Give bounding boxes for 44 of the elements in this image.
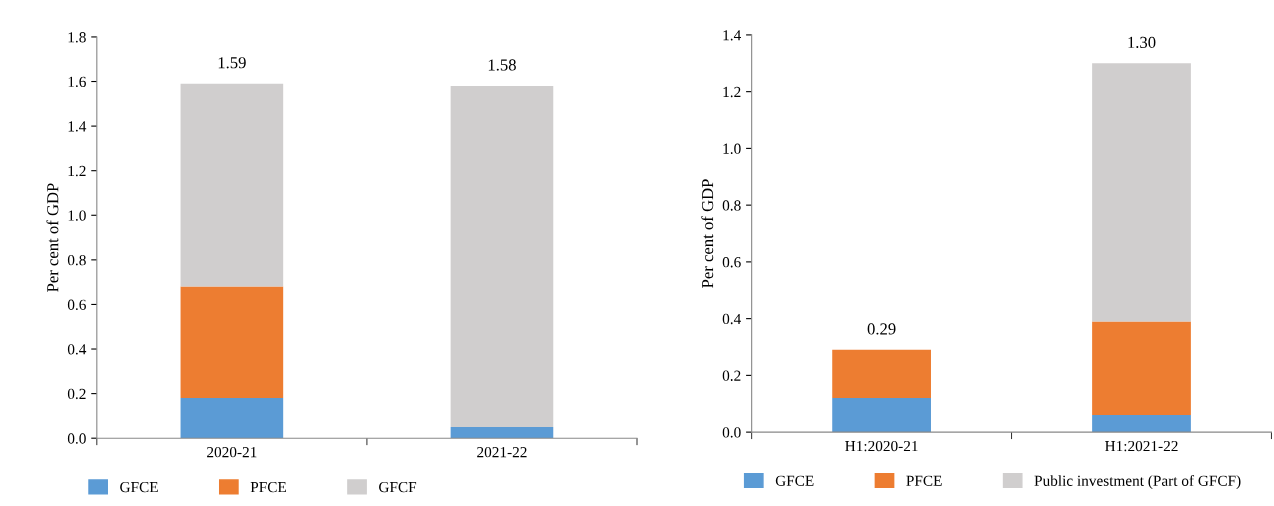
y-tick-label: 0.8 [722,200,741,211]
y-tick-label: 1.2 [723,86,741,98]
legend-label: Public investment (Part of GFCF) [1034,474,1241,489]
bar [180,398,284,439]
total-label: 1.30 [1128,36,1156,49]
y-tick-label: 0.6 [67,299,86,310]
y-tick-label: 1.6 [68,76,86,88]
x-tick-label: H1:2021-22 [1105,440,1178,452]
y-tick-label: 1.2 [68,165,86,177]
legend-label: PFCE [906,475,942,486]
y-tick-label: 0.4 [67,344,87,355]
bar [1092,321,1191,416]
legend-label: GFCE [120,481,158,493]
bar [1092,415,1191,433]
legend-label: PFCE [250,481,286,493]
y-tick-label: 0.8 [67,255,86,266]
bar [450,427,554,439]
bar [180,286,284,399]
y-axis-title: Per cent of GDP [701,179,714,288]
total-label: 0.29 [867,323,896,335]
y-tick-label: 0.2 [67,388,86,400]
y-tick-label: 0.4 [722,313,741,325]
y-axis-title: Per cent of GDP [46,183,59,292]
x-tick-label: 2021-22 [477,446,527,458]
bar [832,349,931,399]
y-tick-label: 0.0 [722,427,741,438]
total-label: 1.59 [218,57,246,69]
y-tick-label: 0.6 [722,257,741,268]
y-tick-label: 0.0 [67,433,86,444]
y-tick-label: 1.4 [723,30,741,41]
legend-label: GFCF [379,481,417,493]
x-tick-label: H1:2020-21 [845,440,918,452]
y-tick-label: 0.2 [722,370,741,381]
y-tick-label: 1.0 [723,143,741,154]
x-tick-label: 2020-21 [207,446,257,458]
y-tick-label: 1.8 [68,32,86,43]
total-label: 1.58 [488,59,516,71]
bar [180,83,284,287]
bar [450,85,554,428]
legend-label: GFCE [775,475,814,486]
y-tick-label: 1.0 [68,210,86,221]
bar [832,398,931,433]
y-tick-label: 1.4 [68,121,87,132]
bar [1092,63,1191,322]
